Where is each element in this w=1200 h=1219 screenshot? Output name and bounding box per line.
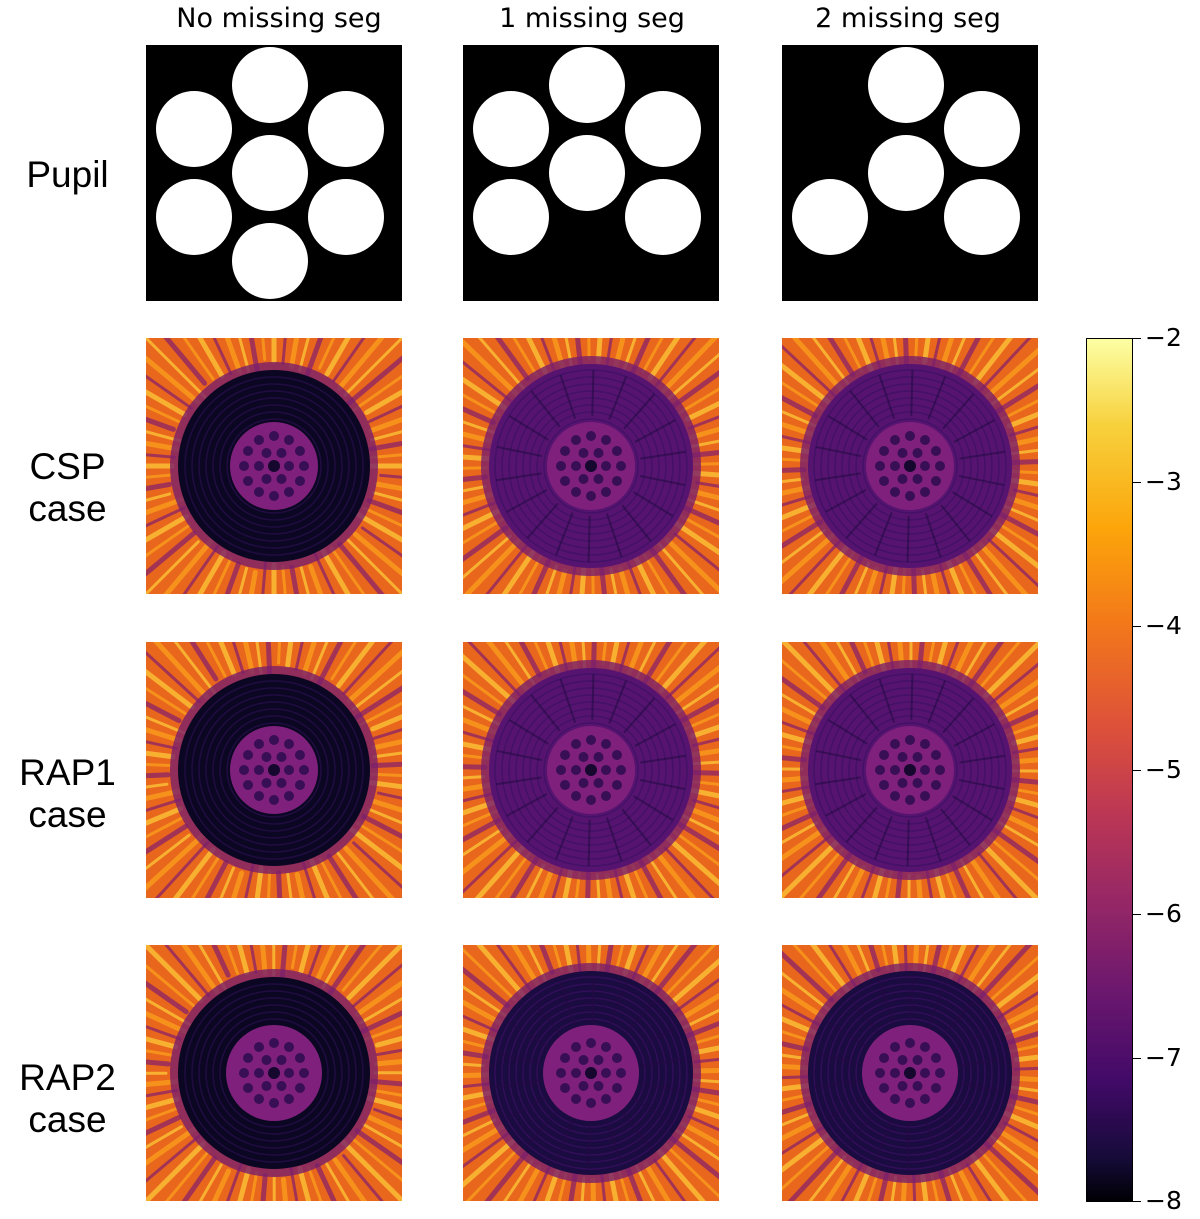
pupil-image (146, 45, 402, 301)
pupil-panel-no-missing (146, 45, 402, 301)
psf-panel-rap1-1-missing (463, 642, 719, 898)
row-label-rap1: RAP1 case (0, 752, 135, 836)
column-header-1-missing-seg: 1 missing seg (499, 3, 685, 34)
colorbar-tick-label: −8 (1145, 1186, 1182, 1215)
psf-image (146, 945, 402, 1201)
row-label-line: RAP2 (19, 1057, 116, 1098)
pupil-segment-top (232, 47, 308, 123)
column-header-2-missing-seg: 2 missing seg (815, 3, 1001, 34)
pupil-segment-lower-right (308, 179, 384, 255)
pupil-segment-top (868, 47, 944, 123)
psf-panel-rap2-no-missing (146, 945, 402, 1201)
row-label-line: case (28, 1099, 107, 1140)
pupil-segment-lower-left (473, 179, 549, 255)
psf-panel-csp-no-missing (146, 338, 402, 594)
pupil-segment-center (549, 135, 625, 211)
colorbar-tick (1133, 1201, 1141, 1202)
psf-image (782, 945, 1038, 1201)
colorbar-tick-label: −3 (1145, 467, 1182, 496)
psf-image (146, 642, 402, 898)
psf-panel-csp-2-missing (782, 338, 1038, 594)
colorbar-tick-label: −6 (1145, 899, 1182, 928)
psf-image (463, 945, 719, 1201)
psf-panel-rap2-1-missing (463, 945, 719, 1201)
pupil-image (782, 45, 1038, 301)
psf-panel-rap1-no-missing (146, 642, 402, 898)
colorbar-tick (1133, 1058, 1141, 1059)
pupil-segment-upper-right (944, 91, 1020, 167)
pupil-segment-center (868, 135, 944, 211)
column-header-no-missing-seg: No missing seg (176, 3, 382, 34)
pupil-segment-lower-right (944, 179, 1020, 255)
pupil-segment-upper-left (156, 91, 232, 167)
pupil-segment-center (232, 135, 308, 211)
pupil-segment-bottom (232, 223, 308, 299)
pupil-segment-upper-right (308, 91, 384, 167)
colorbar-tick (1133, 338, 1141, 339)
row-label-line: RAP1 (19, 752, 116, 793)
colorbar-tick-label: −2 (1145, 323, 1182, 352)
colorbar-tick (1133, 914, 1141, 915)
psf-image (463, 642, 719, 898)
colorbar-tick-label: −5 (1145, 755, 1182, 784)
pupil-segment-lower-left (792, 179, 868, 255)
colorbar-tick (1133, 770, 1141, 771)
pupil-segment-upper-right (625, 91, 701, 167)
colorbar-tick-label: −7 (1145, 1043, 1182, 1072)
pupil-segment-lower-right (625, 179, 701, 255)
row-label-line: case (28, 488, 107, 529)
row-label-csp: CSP case (0, 446, 135, 530)
pupil-panel-2-missing (782, 45, 1038, 301)
pupil-image (463, 45, 719, 301)
row-label-line: Pupil (26, 154, 109, 195)
psf-image (782, 338, 1038, 594)
pupil-segment-top (549, 47, 625, 123)
row-label-line: case (28, 794, 107, 835)
psf-image (146, 338, 402, 594)
pupil-panel-1-missing (463, 45, 719, 301)
colorbar-tick (1133, 626, 1141, 627)
psf-image (782, 642, 1038, 898)
psf-panel-csp-1-missing (463, 338, 719, 594)
colorbar-tick-label: −4 (1145, 611, 1182, 640)
psf-panel-rap2-2-missing (782, 945, 1038, 1201)
colorbar (1086, 338, 1133, 1202)
pupil-segment-upper-left (473, 91, 549, 167)
psf-panel-rap1-2-missing (782, 642, 1038, 898)
psf-image (463, 338, 719, 594)
row-label-line: CSP (29, 446, 106, 487)
pupil-segment-lower-left (156, 179, 232, 255)
colorbar-tick (1133, 482, 1141, 483)
row-label-pupil: Pupil (0, 154, 135, 196)
row-label-rap2: RAP2 case (0, 1057, 135, 1141)
